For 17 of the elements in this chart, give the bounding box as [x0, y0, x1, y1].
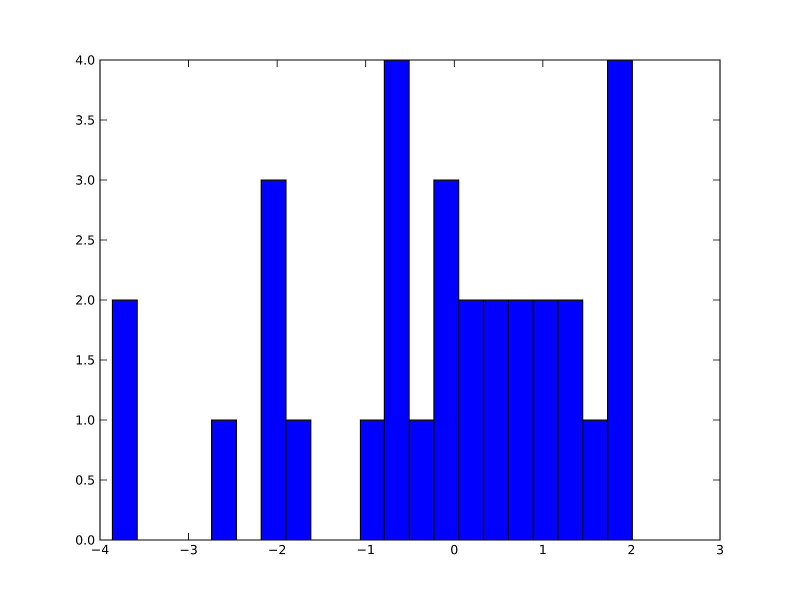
x-tick-label: 1	[540, 544, 546, 554]
y-tick-label: 3.5	[76, 115, 94, 125]
y-tick-label: 4.0	[76, 55, 94, 65]
y-tick-label: 0.5	[76, 475, 94, 485]
x-tick-label: −4	[92, 544, 109, 554]
y-tick-label: 2.0	[76, 295, 94, 305]
x-tick-label: 3	[716, 544, 723, 554]
x-tick-label: 2	[628, 544, 634, 554]
x-tick-label: −2	[269, 544, 286, 554]
y-tick-label: 0.0	[76, 535, 94, 545]
y-tick-label: 2.5	[76, 235, 94, 245]
x-tick-label: −3	[180, 544, 197, 554]
y-tick-label: 1.5	[76, 355, 94, 365]
x-tick-label: −1	[358, 544, 374, 554]
x-tick-label: 0	[451, 544, 458, 554]
y-tick-label: 3.0	[76, 175, 94, 185]
y-tick-label: 1.0	[76, 415, 94, 425]
